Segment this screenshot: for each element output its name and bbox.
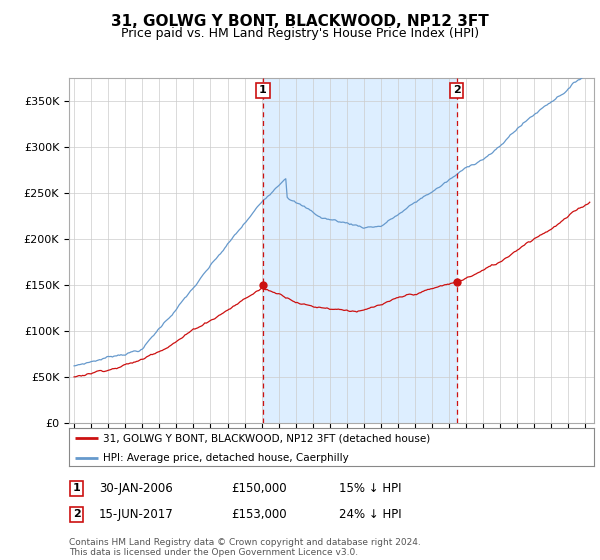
- Bar: [263, 78, 457, 423]
- Text: £153,000: £153,000: [231, 507, 287, 521]
- Text: 15-JUN-2017: 15-JUN-2017: [99, 507, 174, 521]
- Text: Price paid vs. HM Land Registry's House Price Index (HPI): Price paid vs. HM Land Registry's House …: [121, 27, 479, 40]
- Text: 2: 2: [73, 509, 80, 519]
- Text: 1: 1: [73, 483, 80, 493]
- Text: Contains HM Land Registry data © Crown copyright and database right 2024.
This d: Contains HM Land Registry data © Crown c…: [69, 538, 421, 557]
- Text: 1: 1: [259, 85, 267, 95]
- Text: 15% ↓ HPI: 15% ↓ HPI: [339, 482, 401, 495]
- Text: 24% ↓ HPI: 24% ↓ HPI: [339, 507, 401, 521]
- Text: £150,000: £150,000: [231, 482, 287, 495]
- Text: HPI: Average price, detached house, Caerphilly: HPI: Average price, detached house, Caer…: [103, 452, 349, 463]
- Text: 31, GOLWG Y BONT, BLACKWOOD, NP12 3FT (detached house): 31, GOLWG Y BONT, BLACKWOOD, NP12 3FT (d…: [103, 433, 430, 443]
- Text: 30-JAN-2006: 30-JAN-2006: [99, 482, 173, 495]
- Text: 31, GOLWG Y BONT, BLACKWOOD, NP12 3FT: 31, GOLWG Y BONT, BLACKWOOD, NP12 3FT: [111, 14, 489, 29]
- Text: 2: 2: [453, 85, 461, 95]
